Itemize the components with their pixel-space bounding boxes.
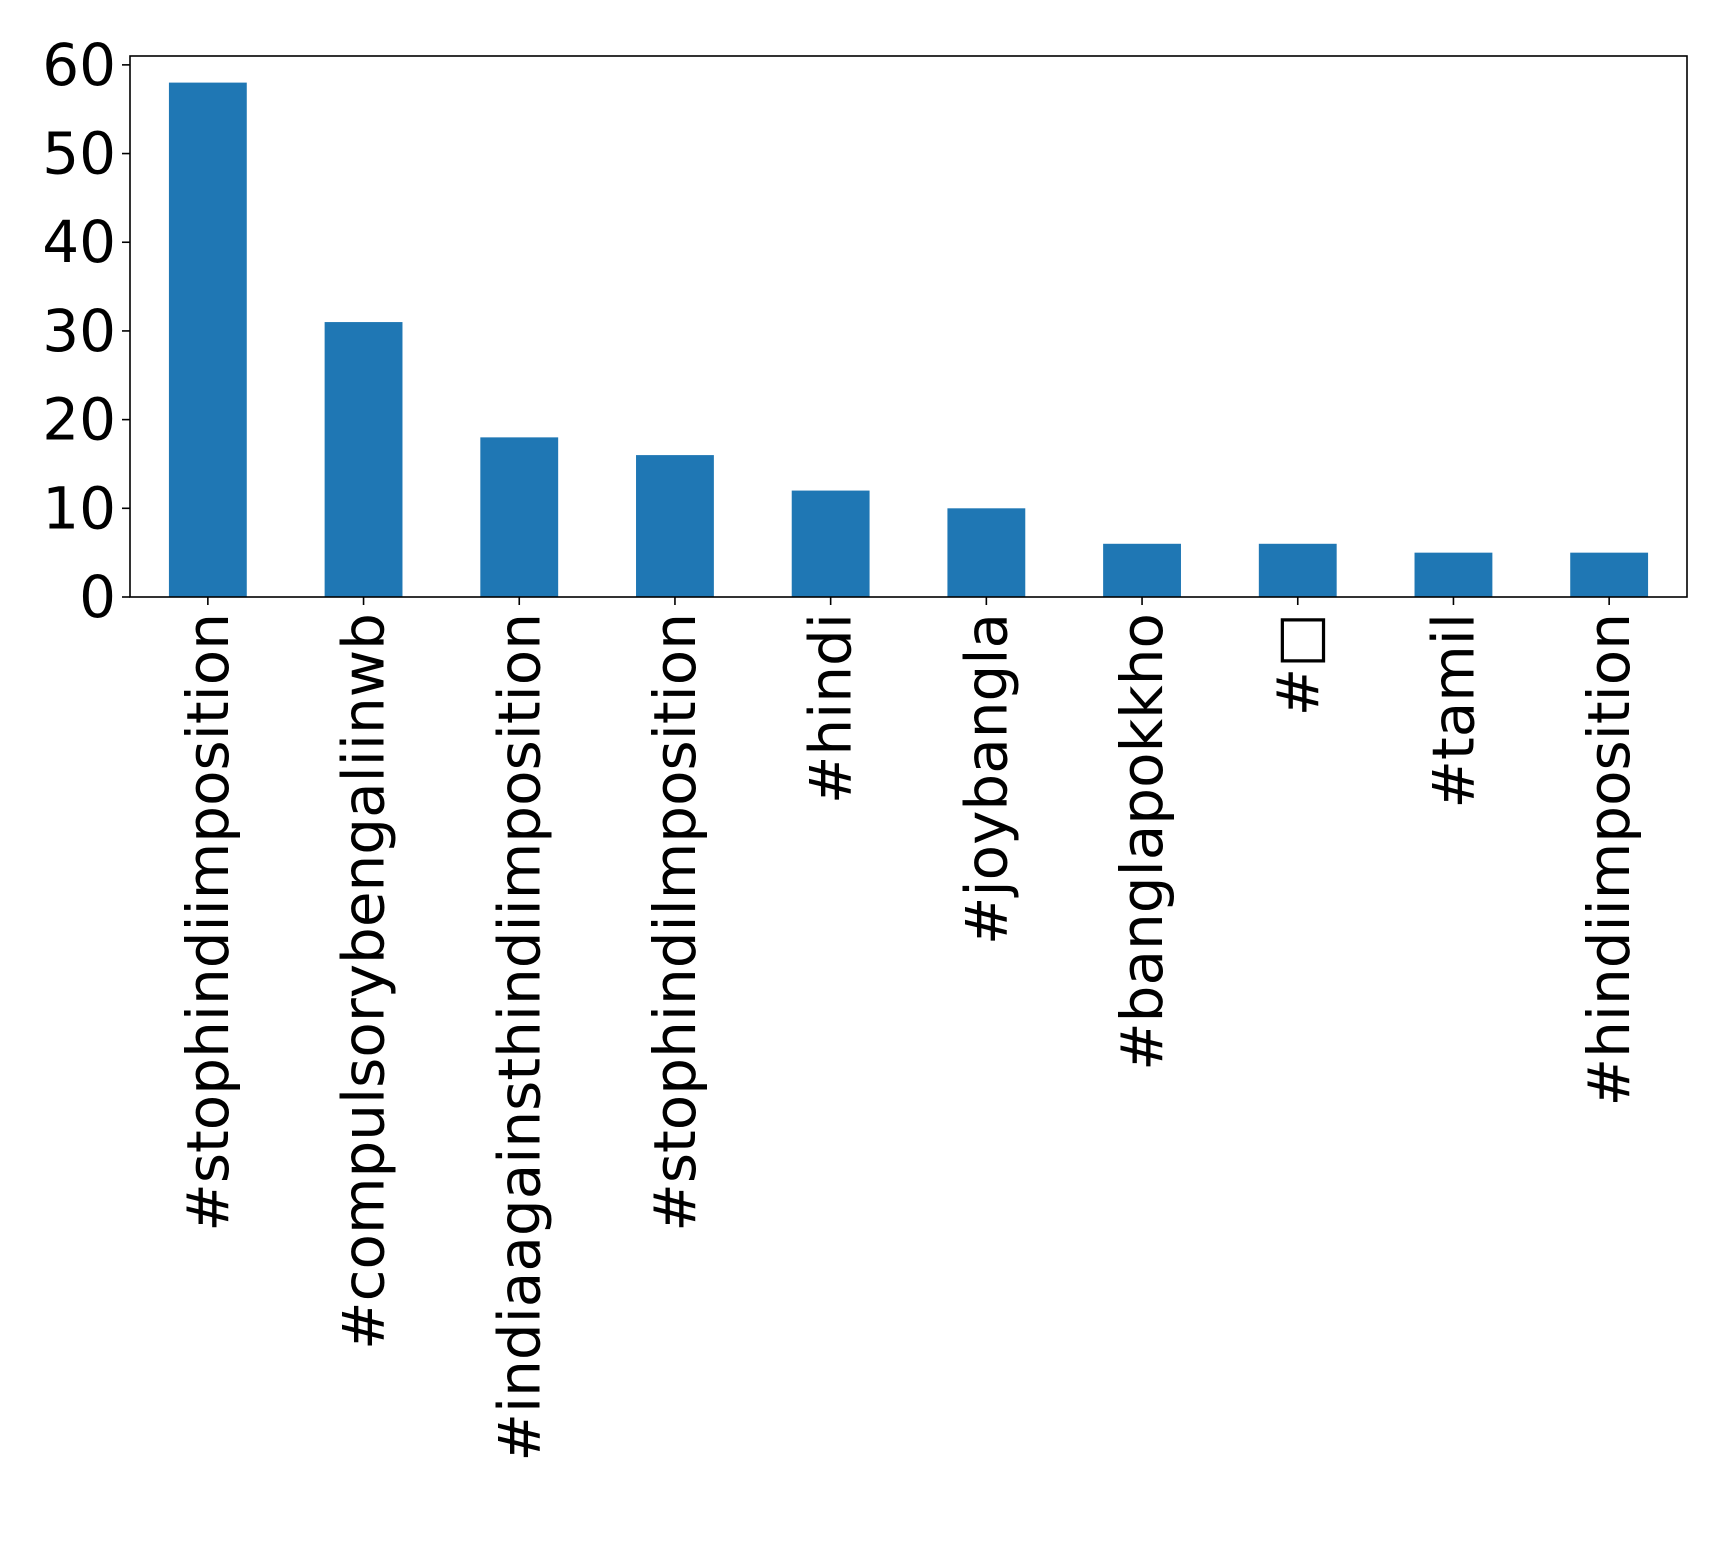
x-tick-label: #hindi [797,613,865,804]
bar-2 [480,437,559,597]
x-tick-label: #□ [1264,613,1332,716]
bar-4 [791,490,870,597]
y-tick-label: 50 [42,120,116,188]
y-tick-label: 40 [42,208,116,276]
bar-6 [1103,543,1181,597]
x-tick-label: #stophindiimposition [174,613,242,1232]
bar-7 [1258,543,1337,597]
x-tick-label: #stophindilmposition [641,613,709,1232]
bars-group [168,82,1649,597]
x-tick-label: #joybangla [952,613,1020,945]
bar-9 [1570,552,1649,597]
bar-1 [324,322,403,597]
y-axis: 0 10 20 30 40 50 60 [42,31,130,631]
x-tick-label: #tamil [1419,613,1487,809]
y-tick-label: 10 [42,474,116,542]
x-axis: #stophindiimposition #compulsorybengaliin… [174,597,1643,1462]
bar-8 [1414,552,1493,597]
x-tick-label: #indiaagainsthindiimposition [485,613,553,1462]
x-tick-label: #hindiimposition [1575,613,1643,1107]
y-tick-label: 60 [42,31,116,99]
bar-0 [168,82,247,597]
bar-3 [636,455,714,597]
plot-frame [129,55,1688,598]
bar-5 [947,508,1026,597]
y-tick-label: 20 [42,386,116,454]
x-tick-label: #compulsorybengaliinwb [330,613,398,1350]
x-tick-label: #banglapokkho [1108,613,1176,1071]
y-tick-label: 30 [42,297,116,365]
y-tick-label: 0 [79,563,116,631]
